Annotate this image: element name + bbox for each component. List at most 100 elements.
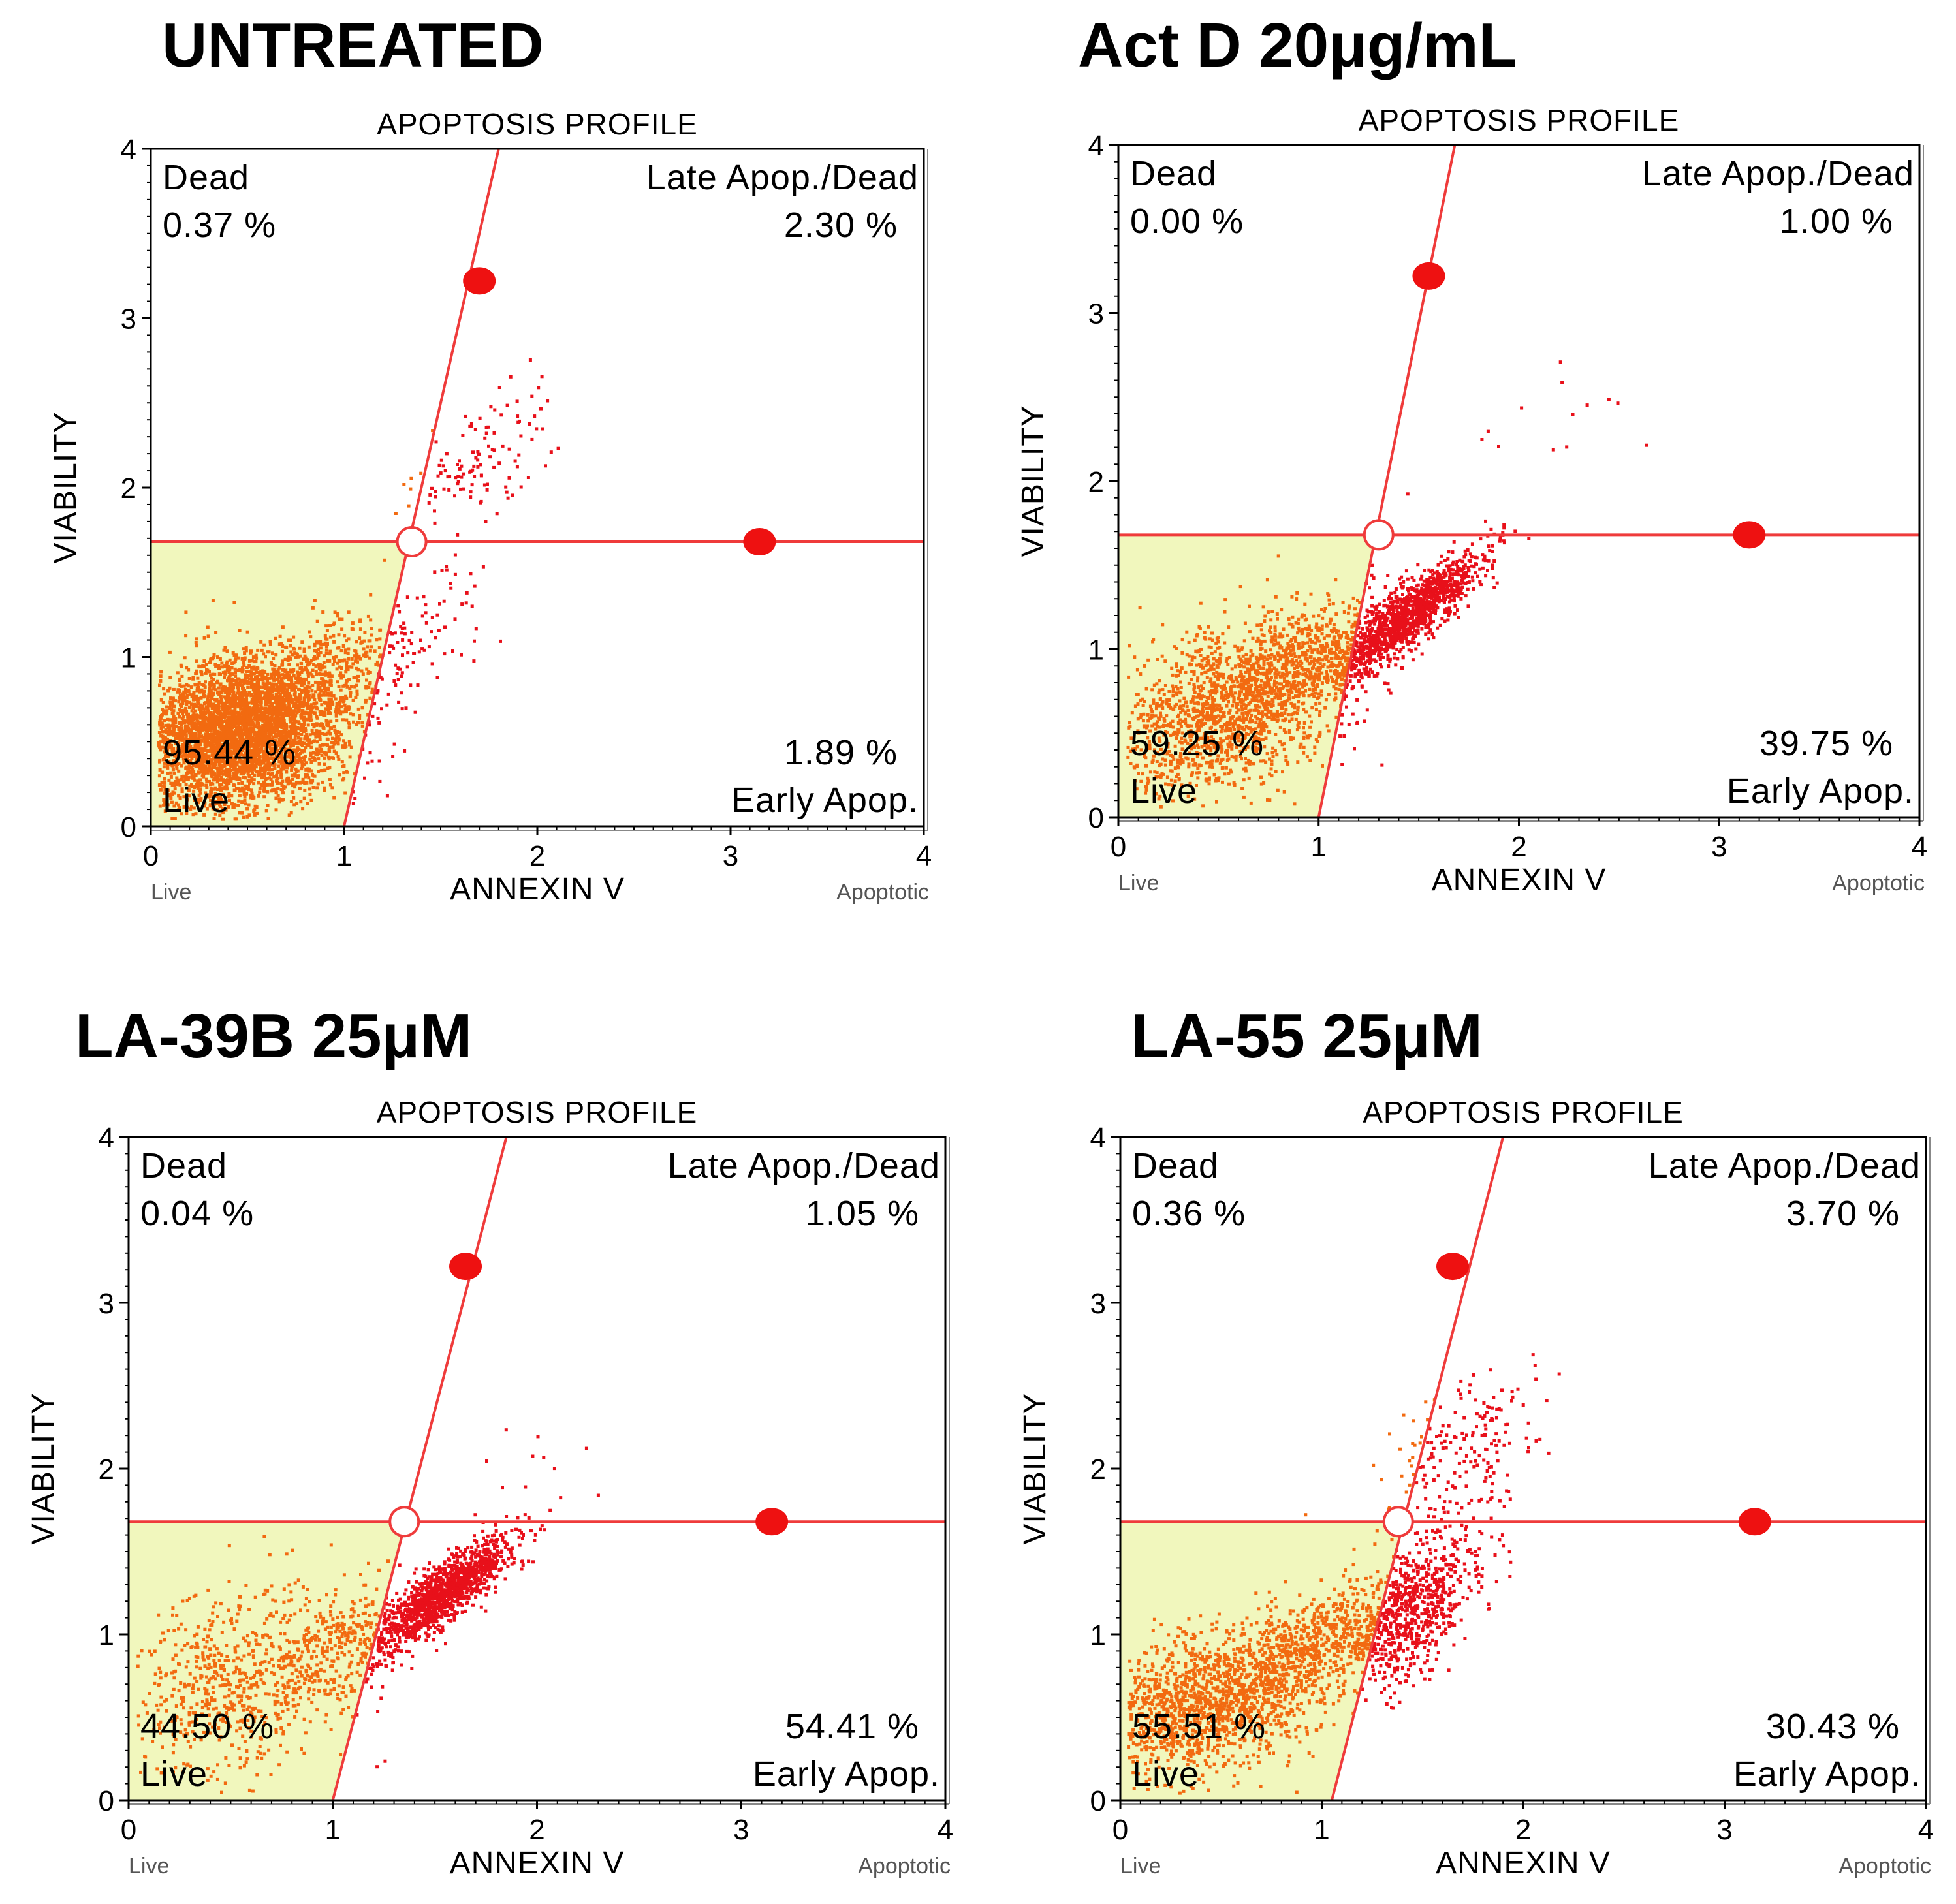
scatter-points [157,358,560,821]
y-tick-label: 2 [1088,466,1104,498]
quadrant-late-percent: 1.00 % [1780,202,1893,241]
x-axis-label: ANNEXIN V [1436,1846,1611,1881]
quadrant-early-percent: 54.41 % [785,1707,919,1746]
y-tick-label: 0 [121,811,136,843]
gate-handle-1 [1412,262,1445,290]
x-tick-label: 0 [121,1814,136,1846]
panel-title: LA-39B 25μM [75,1001,472,1071]
quadrant-live-label: Live [140,1755,208,1794]
y-tick-label: 1 [121,642,136,674]
x-tick-label: 3 [1716,1814,1732,1846]
quadrant-late-percent: 3.70 % [1786,1194,1900,1233]
x-axis-note-apoptotic: Apoptotic [836,880,929,905]
quadrant-live-label: Live [1130,772,1197,811]
gate-handle-1 [463,267,496,295]
chart-subtitle: APOPTOSIS PROFILE [1363,1095,1684,1129]
quadrant-dead-percent: 0.36 % [1132,1194,1246,1233]
gate-handle-2 [755,1508,789,1536]
gate-diagonal-line [343,148,500,827]
quadrant-late-label: Late Apop./Dead [1648,1146,1921,1185]
x-axis-note-apoptotic: Apoptotic [858,1854,951,1879]
quadrant-dead-label: Dead [140,1146,227,1185]
quadrant-live-percent: 55.51 % [1132,1707,1266,1746]
x-axis-note-live: Live [1120,1854,1161,1879]
gate-handle-2 [1733,521,1766,549]
x-tick-label: 0 [1111,831,1126,863]
quadrant-early-percent: 30.43 % [1766,1707,1900,1746]
y-axis-label: VIABILITY [1016,405,1050,557]
x-axis-note-live: Live [1118,871,1159,896]
x-tick-label: 3 [733,1814,749,1846]
quadrant-dead-percent: 0.04 % [140,1194,254,1233]
x-axis-note-apoptotic: Apoptotic [1838,1854,1931,1879]
y-tick-label: 3 [121,304,136,336]
x-axis-label: ANNEXIN V [450,872,625,907]
scatter-points [136,1428,600,1794]
x-tick-label: 0 [143,840,159,872]
x-tick-label: 1 [1314,1814,1329,1846]
y-tick-label: 0 [1090,1785,1106,1817]
y-tick-label: 0 [1088,802,1104,834]
quadrant-dead-label: Dead [163,158,249,197]
x-tick-label: 1 [336,840,352,872]
scatter-points [1126,360,1648,809]
gate-handle-1 [1436,1253,1470,1281]
y-tick-label: 1 [1088,634,1104,666]
quadrant-late-label: Late Apop./Dead [1642,154,1914,193]
x-tick-label: 4 [938,1814,953,1846]
quadrant-early-label: Early Apop. [1733,1755,1921,1794]
gate-diagonal-line [331,1136,508,1801]
quadrant-live-label: Live [163,781,230,820]
quadrant-dead-label: Dead [1130,154,1217,193]
y-tick-label: 2 [1090,1454,1106,1486]
y-tick-label: 4 [121,134,136,166]
quadrant-early-label: Early Apop. [1727,772,1914,811]
gate-handle-2 [743,528,776,556]
panel-title: LA-55 25μM [1131,1001,1483,1071]
scatter-points [1127,1353,1561,1795]
gate-handle-1 [449,1253,482,1281]
quadrant-live-percent: 44.50 % [140,1707,274,1746]
chart-subtitle: APOPTOSIS PROFILE [377,107,698,141]
quadrant-live-label: Live [1132,1755,1199,1794]
gate-intersection-handle [396,526,428,558]
x-axis-note-live: Live [129,1854,169,1879]
chart-subtitle: APOPTOSIS PROFILE [1359,103,1680,137]
y-tick-label: 4 [99,1122,114,1154]
x-axis-note-live: Live [151,880,191,905]
y-axis-label: VIABILITY [48,411,83,563]
panel-title: UNTREATED [162,10,544,80]
x-tick-label: 2 [529,840,545,872]
y-tick-label: 4 [1090,1122,1106,1154]
chart-panel-4: LA-55 25μM APOPTOSIS PROFILE 0 1 2 3 4 0 1 2 3 4 ANN… [1018,1001,1934,1881]
quadrant-early-label: Early Apop. [731,781,919,820]
x-tick-label: 2 [529,1814,544,1846]
x-tick-label: 1 [1311,831,1327,863]
chart-subtitle: APOPTOSIS PROFILE [377,1095,698,1129]
x-axis-label: ANNEXIN V [450,1846,625,1881]
x-tick-label: 3 [723,840,738,872]
panel-title: Act D 20μg/mL [1078,10,1517,80]
x-axis-label: ANNEXIN V [1432,863,1607,897]
x-tick-label: 2 [1515,1814,1531,1846]
x-tick-label: 1 [325,1814,341,1846]
x-tick-label: 2 [1511,831,1526,863]
quadrant-dead-percent: 0.00 % [1130,202,1244,241]
y-tick-label: 0 [99,1785,114,1817]
gate-intersection-handle [388,1506,420,1538]
y-tick-label: 2 [121,473,136,505]
x-tick-label: 4 [916,840,932,872]
y-tick-label: 3 [1088,298,1104,330]
y-tick-label: 4 [1088,130,1104,162]
y-tick-label: 3 [1090,1288,1106,1320]
y-tick-label: 1 [1090,1619,1106,1651]
chart-panel-1: UNTREATED APOPTOSIS PROFILE 0 1 2 3 4 0 1 2 3 4 ANNE… [48,10,932,907]
quadrant-late-percent: 1.05 % [806,1194,919,1233]
x-tick-label: 4 [1918,1814,1934,1846]
quadrant-early-percent: 39.75 % [1759,724,1893,763]
quadrant-live-percent: 95.44 % [163,733,296,772]
gate-intersection-handle [1363,519,1395,551]
y-tick-label: 2 [99,1454,114,1486]
live-region [1118,535,1376,817]
